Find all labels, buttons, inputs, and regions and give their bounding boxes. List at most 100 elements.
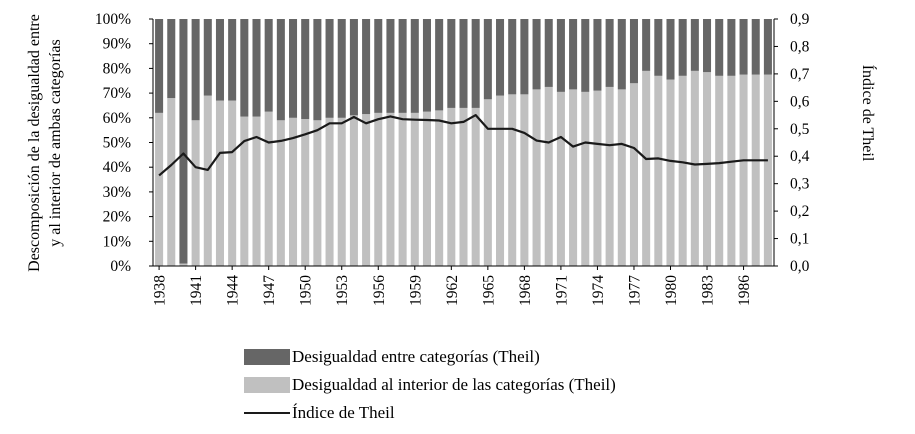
bar-within-1939 — [167, 98, 176, 266]
bar-within-1965 — [483, 99, 492, 267]
bar-within-1944 — [228, 100, 237, 266]
bar-between-1981 — [678, 19, 687, 76]
bar-between-1977 — [629, 19, 638, 84]
bar-within-1977 — [629, 83, 638, 266]
bar-within-1988 — [763, 74, 772, 266]
x-tick-label: 1953 — [334, 275, 351, 306]
y-left-axis-title-line1: Descomposición de la desigualdad entre — [26, 14, 43, 272]
y-right-tick-label: 0,1 — [790, 231, 809, 248]
x-tick-label: 1986 — [736, 275, 753, 306]
y-right-tick-label: 0,5 — [790, 121, 810, 138]
y-left-tick-label: 10% — [103, 233, 132, 250]
x-tick-label: 1956 — [371, 275, 388, 306]
bar-between-1958 — [398, 19, 407, 113]
x-tick-label: 1962 — [444, 275, 461, 306]
y-left-tick-label: 30% — [103, 184, 132, 201]
bar-within-1970 — [544, 86, 553, 266]
bar-within-1948 — [276, 120, 285, 267]
bar-within-1958 — [398, 112, 407, 266]
y-right-tick-label: 0,0 — [790, 258, 810, 275]
bar-between-1979 — [654, 19, 663, 76]
bar-between-1954 — [349, 19, 358, 116]
bar-between-1971 — [556, 19, 565, 92]
bar-within-1985 — [727, 75, 736, 266]
legend-label-within: Desigualdad al interior de las categoría… — [292, 375, 616, 394]
bar-within-1955 — [362, 114, 371, 266]
theil-index-line — [158, 113, 768, 177]
y-left-tick-label: 70% — [103, 85, 132, 102]
x-tick-label: 1971 — [553, 275, 570, 306]
bar-between-1957 — [386, 19, 395, 113]
y-left-tick-label: 60% — [103, 110, 132, 127]
bar-between-1938 — [155, 19, 164, 113]
bar-within-1964 — [471, 107, 480, 266]
bar-within-1972 — [569, 89, 578, 267]
bar-between-1970 — [544, 19, 553, 87]
bar-within-1957 — [386, 112, 395, 266]
legend-label-between: Desigualdad entre categorías (Theil) — [292, 347, 540, 366]
y-right-axis-title: Índice de Theil — [859, 65, 878, 162]
y-left-tick-label: 90% — [103, 36, 132, 53]
bar-between-1966 — [496, 19, 505, 96]
legend-line-theil — [244, 412, 290, 414]
bar-between-1985 — [727, 19, 736, 76]
bar-between-1941 — [191, 19, 200, 121]
bar-between-1952 — [325, 19, 334, 118]
bar-between-1972 — [569, 19, 578, 90]
bar-between-1956 — [374, 19, 383, 113]
bar-between-1960 — [422, 19, 431, 112]
bar-between-1973 — [581, 19, 590, 92]
bar-within-1967 — [508, 94, 517, 267]
bar-between-1940 — [179, 19, 188, 264]
bar-within-1986 — [739, 74, 748, 266]
bar-between-1982 — [690, 19, 699, 71]
bar-within-1938 — [155, 112, 164, 266]
y-right-tick-label: 0,7 — [790, 66, 810, 83]
bar-within-1963 — [459, 107, 468, 266]
bar-within-1968 — [520, 94, 529, 267]
bar-between-1964 — [471, 19, 480, 108]
bar-within-1973 — [581, 91, 590, 267]
bar-between-1943 — [215, 19, 224, 101]
bar-between-1968 — [520, 19, 529, 95]
bar-within-1975 — [605, 86, 614, 266]
y-right-tick-label: 0,9 — [790, 11, 810, 28]
bar-within-1959 — [410, 112, 419, 266]
bar-between-1955 — [362, 19, 371, 115]
bar-within-1980 — [666, 79, 675, 266]
bar-between-1975 — [605, 19, 614, 87]
bar-within-1978 — [642, 70, 651, 267]
bar-between-1965 — [483, 19, 492, 100]
bar-within-1952 — [325, 117, 334, 266]
bar-between-1986 — [739, 19, 748, 75]
bar-between-1946 — [252, 19, 261, 117]
bar-within-1942 — [203, 95, 212, 266]
bar-between-1974 — [593, 19, 602, 91]
bar-between-1959 — [410, 19, 419, 113]
bar-between-1948 — [276, 19, 285, 121]
bar-between-1950 — [301, 19, 310, 120]
bar-between-1947 — [264, 19, 273, 112]
bar-within-1979 — [654, 75, 663, 266]
bar-within-1946 — [252, 116, 261, 266]
legend-swatch-within — [244, 377, 290, 393]
bar-within-1941 — [191, 120, 200, 267]
theil-line-layer — [158, 113, 768, 177]
legend-item-theil: Índice de Theil — [244, 399, 616, 427]
y-right-tick-label: 0,8 — [790, 38, 810, 55]
bar-within-1950 — [301, 119, 310, 266]
y-right-tick-label: 0,4 — [790, 148, 810, 165]
y-right-tick-label: 0,6 — [790, 93, 810, 110]
x-tick-label: 1959 — [407, 275, 424, 306]
bar-within-1981 — [678, 75, 687, 266]
bar-between-1945 — [240, 19, 249, 117]
bar-between-1951 — [313, 19, 322, 121]
bar-within-1983 — [703, 72, 712, 266]
bar-between-1983 — [703, 19, 712, 73]
x-tick-label: 1974 — [590, 275, 607, 306]
bar-within-1984 — [715, 75, 724, 266]
bar-within-1956 — [374, 112, 383, 266]
bar-within-1943 — [215, 100, 224, 266]
x-tick-label: 1944 — [225, 275, 242, 306]
